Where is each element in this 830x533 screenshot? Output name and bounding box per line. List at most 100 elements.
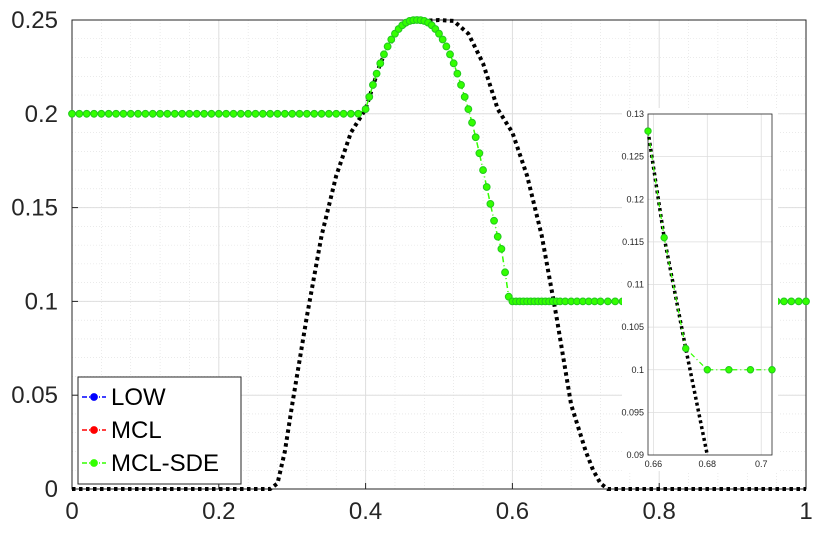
mcl-sde-point <box>97 109 106 118</box>
mcl-sde-point <box>471 133 480 142</box>
legend-swatch-marker <box>90 393 98 401</box>
mcl-sde-point <box>442 42 451 51</box>
legend-label: MCL <box>111 417 162 444</box>
mcl-sde-point <box>438 35 447 44</box>
mcl-sde-point <box>501 268 509 277</box>
inset-frame <box>647 113 773 456</box>
mcl-sde-point <box>493 232 502 241</box>
mcl-sde-point <box>325 109 333 118</box>
mcl-sde-point <box>68 109 76 118</box>
mcl-sde-point <box>119 109 128 118</box>
x-tick-label: 0.8 <box>643 498 676 525</box>
mcl-sde-point <box>310 109 319 118</box>
mcl-sde-point <box>244 109 253 118</box>
mcl-sde-point <box>383 42 392 51</box>
inset-mcl-sde-point <box>644 127 652 135</box>
mcl-sde-point <box>222 109 231 118</box>
main-tick-labels: 0 0.2 0.4 0.6 0.8 1 0 0.05 0.1 0.15 0.2 0.25 <box>11 7 812 525</box>
mcl-sde-point <box>794 297 803 306</box>
inset-x-tick-label: 0.68 <box>699 459 717 469</box>
mcl-sde-point <box>596 297 605 306</box>
y-tick-label: 0.1 <box>25 288 58 315</box>
mcl-sde-point <box>90 109 98 118</box>
mcl-sde-point <box>141 109 150 118</box>
mcl-sde-point <box>163 109 172 118</box>
legend-label: MCL-SDE <box>111 450 219 477</box>
mcl-sde-point <box>365 93 374 101</box>
inset-y-tick-label: 0.115 <box>622 237 644 247</box>
mcl-sde-point <box>486 199 495 208</box>
inset-y-tick-label: 0.125 <box>621 152 644 162</box>
mcl-sde-point <box>354 109 363 118</box>
x-tick-label: 1 <box>799 498 812 525</box>
mcl-sde-point <box>266 109 275 118</box>
mcl-sde-point <box>780 297 788 306</box>
mcl-sde-point <box>112 109 120 118</box>
inset-y-tick-label: 0.105 <box>621 322 644 332</box>
mcl-sde-point <box>134 109 142 118</box>
inset-mcl-sde-point <box>703 366 712 374</box>
mcl-sde-point <box>482 183 491 191</box>
mcl-sde-point <box>229 109 238 118</box>
mcl-sde-point <box>170 109 179 118</box>
mcl-sde-point <box>192 109 201 118</box>
mcl-sde-point <box>490 216 498 225</box>
mcl-sde-point <box>387 35 396 44</box>
y-tick-label: 0.2 <box>25 101 58 128</box>
mcl-sde-point <box>464 105 473 114</box>
inset-y-tick-label: 0.12 <box>626 194 644 204</box>
inset-mcl-sde-point <box>725 366 733 374</box>
mcl-sde-point <box>372 69 381 78</box>
x-tick-label: 0 <box>65 498 78 525</box>
legend-swatch-marker <box>90 459 98 467</box>
mcl-sde-point <box>453 69 462 78</box>
inset-mcl-sde-point <box>746 366 755 374</box>
x-tick-label: 0.2 <box>202 498 235 525</box>
mcl-sde-point <box>369 81 377 89</box>
mcl-sde-point <box>126 109 135 118</box>
mcl-sde-point <box>380 50 388 59</box>
mcl-sde-point <box>82 109 91 118</box>
mcl-sde-point <box>317 109 326 118</box>
mcl-sde-point <box>148 109 157 118</box>
y-tick-label: 0.15 <box>11 195 58 222</box>
inset-y-tick-label: 0.1 <box>631 365 644 375</box>
mcl-sde-point <box>295 109 304 118</box>
inset-x-tick-label: 0.7 <box>755 459 768 469</box>
mcl-sde-point <box>361 105 370 114</box>
legend-label: LOW <box>111 384 166 411</box>
mcl-sde-point <box>207 109 216 118</box>
mcl-sde-point <box>273 109 282 118</box>
mcl-sde-point <box>446 50 454 59</box>
mcl-sde-point <box>497 244 506 253</box>
inset-y-tick-label: 0.13 <box>626 109 644 119</box>
mcl-sde-point <box>457 81 465 89</box>
mcl-sde-point <box>280 109 289 118</box>
mcl-sde-point <box>449 59 458 68</box>
y-tick-label: 0.05 <box>11 382 58 409</box>
mcl-sde-point <box>214 109 223 118</box>
x-tick-label: 0.6 <box>496 498 529 525</box>
mcl-sde-point <box>339 109 348 118</box>
mcl-sde-point <box>347 109 355 118</box>
mcl-sde-point <box>376 59 385 68</box>
y-tick-label: 0.25 <box>11 7 58 34</box>
mcl-sde-point <box>185 109 194 118</box>
legend-swatch-marker <box>90 426 98 434</box>
mcl-sde-point <box>479 166 487 174</box>
mcl-sde-point <box>236 109 245 118</box>
mcl-sde-point <box>802 297 810 306</box>
mcl-sde-point <box>611 297 620 306</box>
inset-y-tick-label: 0.11 <box>627 280 644 290</box>
mcl-sde-point <box>603 297 612 306</box>
mcl-sde-point <box>288 109 297 118</box>
y-tick-label: 0 <box>45 476 58 503</box>
mcl-sde-point <box>332 109 341 118</box>
mcl-sde-point <box>178 109 187 118</box>
exact-solution-line <box>72 17 806 491</box>
inset-chart: 0.66 0.68 0.7 0.09 0.095 0.1 0.105 0.11 0.115 0.1… <box>621 108 778 471</box>
inset-y-tick-label: 0.095 <box>621 407 644 417</box>
mcl-sde-point <box>104 109 113 118</box>
mcl-sde-point <box>75 109 84 118</box>
